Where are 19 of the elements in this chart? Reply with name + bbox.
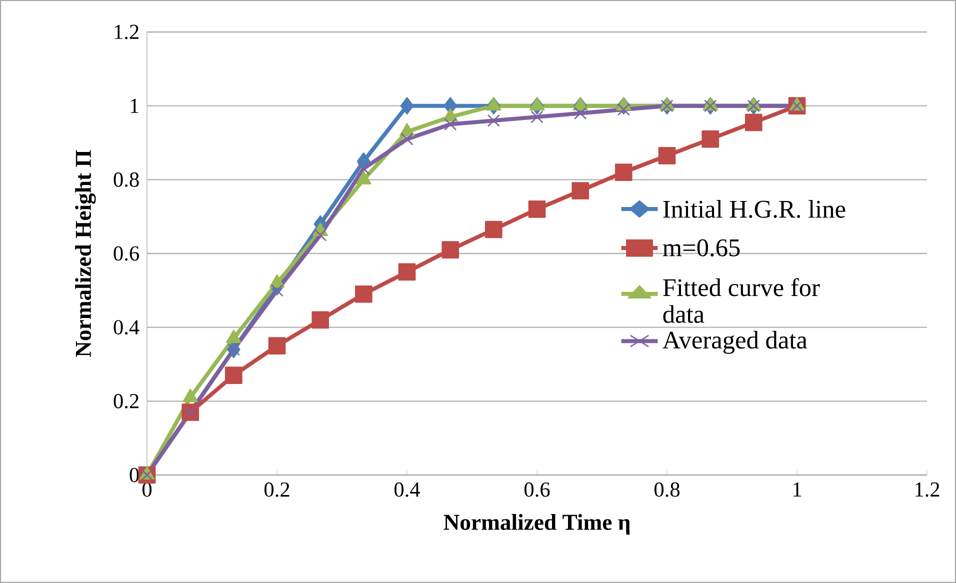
legend-label: Initial H.G.R. line xyxy=(663,200,846,218)
y-tick-label: 0.2 xyxy=(114,394,138,408)
y-tick-label: 0 xyxy=(130,468,139,482)
y-axis-title: Normalized Height Π xyxy=(75,150,96,357)
x-tick-label: 0.2 xyxy=(264,482,290,497)
x-tick-label: 1 xyxy=(794,482,802,496)
legend-label: m=0.65 xyxy=(662,239,740,256)
x-tick-label: 1.2 xyxy=(916,482,940,497)
x-tick-label: 0.6 xyxy=(524,482,550,497)
y-tick-label: 1.2 xyxy=(114,24,138,40)
x-tick-label: 0.8 xyxy=(654,482,680,497)
y-tick-label: 1 xyxy=(130,98,138,113)
y-tick-label: 0.6 xyxy=(114,246,139,261)
y-tick-label: 0.4 xyxy=(114,320,140,335)
legend-label: Averaged data xyxy=(662,330,808,354)
y-tick-label: 0.8 xyxy=(114,172,139,187)
x-tick-label: 0.4 xyxy=(394,482,420,497)
legend-label: Fitted curve for data xyxy=(663,278,820,323)
x-axis-title: Normalized Time η xyxy=(444,514,630,535)
